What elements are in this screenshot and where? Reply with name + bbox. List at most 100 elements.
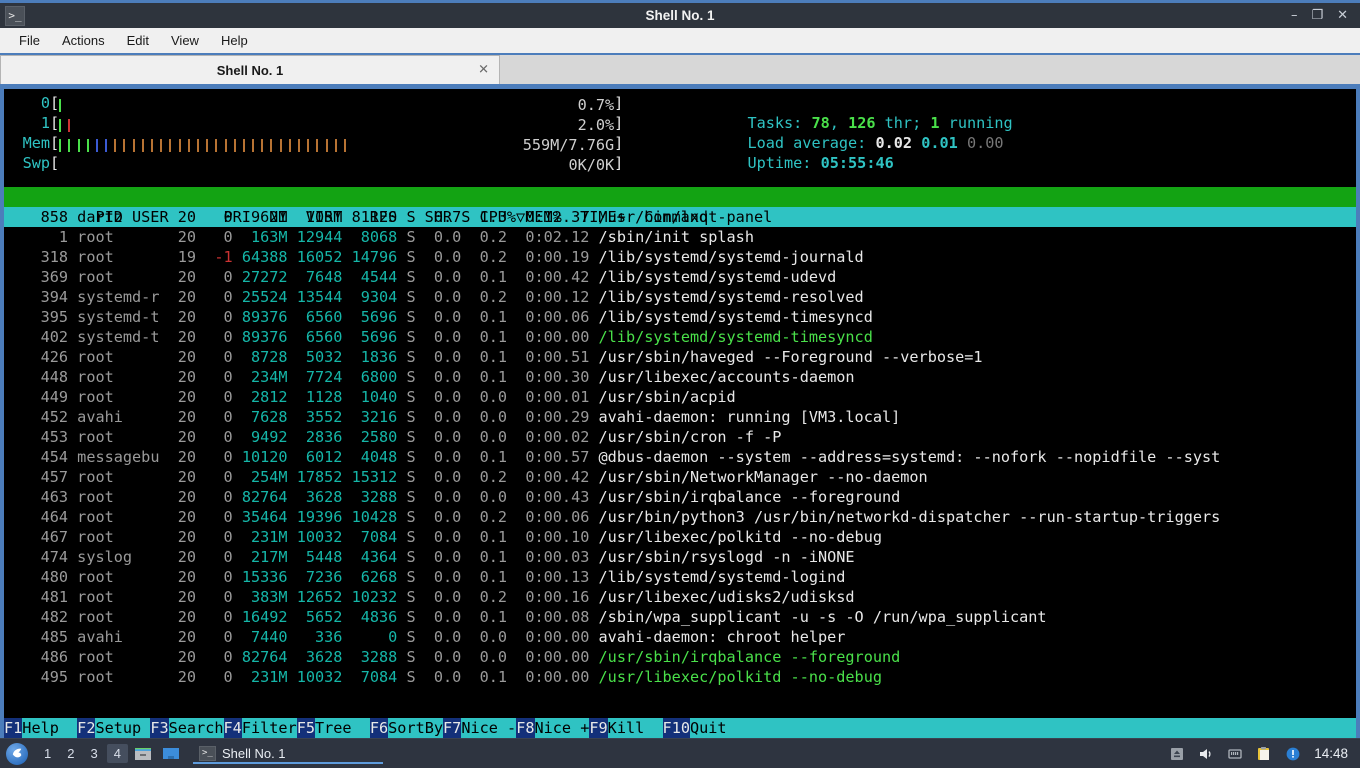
table-row[interactable]: 858 dartz 20 0 962M 105M 81120 S 0.7 1.3…	[4, 207, 1356, 227]
menu-item-edit[interactable]: Edit	[126, 33, 149, 48]
meter-value-mem: 559M/7.76G	[522, 136, 615, 154]
cell-command: /sbin/init splash	[598, 228, 754, 246]
window-controls[interactable]: – ❐ ✕	[1291, 9, 1360, 22]
cell-pri: 20	[168, 208, 197, 226]
taskbar-clock[interactable]: 14:48	[1314, 746, 1348, 761]
table-row[interactable]: 448 root 20 0 234M 7724 6800 S 0.0 0.1 0…	[4, 367, 1356, 387]
cell-ni: 0	[205, 508, 233, 526]
fn-key-f10[interactable]: F10	[662, 718, 690, 738]
cell-ni: 0	[205, 288, 233, 306]
clipboard-icon[interactable]	[1255, 745, 1273, 763]
meter-bracket-close: ]	[614, 154, 624, 172]
table-row[interactable]: 402 systemd-t 20 0 89376 6560 5696 S 0.0…	[4, 327, 1356, 347]
cell-time: 0:00.30	[516, 368, 590, 386]
fn-label-f7[interactable]: Nice -	[461, 718, 517, 738]
table-row[interactable]: 394 systemd-r 20 0 25524 13544 9304 S 0.…	[4, 287, 1356, 307]
terminal-icon: >_	[198, 745, 216, 761]
table-row[interactable]: 463 root 20 0 82764 3628 3288 S 0.0 0.0 …	[4, 487, 1356, 507]
desktop-3-button[interactable]: 3	[90, 746, 98, 761]
table-row[interactable]: 453 root 20 0 9492 2836 2580 S 0.0 0.0 0…	[4, 427, 1356, 447]
cell-cpu: 0.0	[424, 368, 462, 386]
table-row[interactable]: 474 syslog 20 0 217M 5448 4364 S 0.0 0.1…	[4, 547, 1356, 567]
table-row[interactable]: 454 messagebu 20 0 10120 6012 4048 S 0.0…	[4, 447, 1356, 467]
cell-cpu: 0.0	[424, 328, 462, 346]
table-row[interactable]: 426 root 20 0 8728 5032 1836 S 0.0 0.1 0…	[4, 347, 1356, 367]
table-row[interactable]: 464 root 20 0 35464 19396 10428 S 0.0 0.…	[4, 507, 1356, 527]
fn-key-f3[interactable]: F3	[150, 718, 169, 738]
table-row[interactable]: 486 root 20 0 82764 3628 3288 S 0.0 0.0 …	[4, 647, 1356, 667]
cell-command: /usr/sbin/NetworkManager --no-daemon	[598, 468, 928, 486]
cell-mem: 0.2	[470, 508, 508, 526]
table-row[interactable]: 318 root 19 -1 64388 16052 14796 S 0.0 0…	[4, 247, 1356, 267]
table-row[interactable]: 449 root 20 0 2812 1128 1040 S 0.0 0.0 0…	[4, 387, 1356, 407]
fn-label-f6[interactable]: SortBy	[388, 718, 444, 738]
maximize-button[interactable]: ❐	[1311, 8, 1324, 23]
fn-key-f7[interactable]: F7	[443, 718, 462, 738]
volume-icon[interactable]	[1197, 745, 1215, 763]
terminal-view[interactable]: 0[0.7%] 1[2.0%] Mem[559M/7.76G] Swp[0K/0K] …	[0, 87, 1360, 718]
table-row[interactable]: 369 root 20 0 27272 7648 4544 S 0.0 0.1 …	[4, 267, 1356, 287]
cell-state: S	[406, 588, 416, 606]
cell-pid: 449	[4, 388, 69, 406]
table-row[interactable]: 495 root 20 0 231M 10032 7084 S 0.0 0.1 …	[4, 667, 1356, 687]
tab-shell-no-1[interactable]: Shell No. 1 ✕	[0, 55, 500, 84]
cell-mem: 0.2	[470, 468, 508, 486]
fn-key-f9[interactable]: F9	[589, 718, 608, 738]
cell-ni: 0	[205, 428, 233, 446]
cell-virt: 82764	[241, 488, 288, 506]
menu-item-help[interactable]: Help	[220, 33, 248, 48]
fn-key-f6[interactable]: F6	[369, 718, 389, 738]
minimize-button[interactable]: –	[1290, 8, 1298, 23]
menu-item-file[interactable]: File	[19, 33, 40, 48]
table-row[interactable]: 480 root 20 0 15336 7236 6268 S 0.0 0.1 …	[4, 567, 1356, 587]
fn-key-f2[interactable]: F2	[77, 718, 96, 738]
show-desktop-icon[interactable]	[160, 745, 182, 763]
fn-key-f5[interactable]: F5	[296, 718, 315, 738]
meter-bracket-close: ]	[614, 94, 624, 112]
close-button[interactable]: ✕	[1337, 8, 1348, 23]
cell-user: root	[77, 248, 160, 266]
window-title: Shell No. 1	[645, 8, 715, 23]
menu-item-view[interactable]: View	[171, 33, 199, 48]
table-row[interactable]: 395 systemd-t 20 0 89376 6560 5696 S 0.0…	[4, 307, 1356, 327]
fn-label-f1[interactable]: Help	[22, 718, 78, 738]
fn-label-f10[interactable]: Quit	[689, 718, 745, 738]
table-row[interactable]: 485 avahi 20 0 7440 336 0 S 0.0 0.0 0:00…	[4, 627, 1356, 647]
fn-label-f5[interactable]: Tree	[314, 718, 370, 738]
menu-item-actions[interactable]: Actions	[61, 33, 105, 48]
cell-pri: 20	[168, 308, 197, 326]
fn-key-f1[interactable]: F1	[4, 718, 23, 738]
desktop-4-button[interactable]: 4	[106, 744, 128, 763]
desktop-1-button[interactable]: 1	[44, 746, 52, 761]
network-icon[interactable]	[1226, 745, 1244, 763]
htop-function-bar[interactable]: F1 Help F2 Setup F3 Search F4 Filter F5 Tree F6…	[0, 718, 1360, 738]
table-row[interactable]: 452 avahi 20 0 7628 3552 3216 S 0.0 0.0 …	[4, 407, 1356, 427]
update-notifier-icon[interactable]	[1284, 745, 1302, 763]
fn-label-f2[interactable]: Setup	[95, 718, 151, 738]
fn-label-f3[interactable]: Search	[168, 718, 224, 738]
table-row[interactable]: 482 root 20 0 16492 5652 4836 S 0.0 0.1 …	[4, 607, 1356, 627]
table-row[interactable]: 457 root 20 0 254M 17852 15312 S 0.0 0.2…	[4, 467, 1356, 487]
window-titlebar[interactable]: >_ Shell No. 1 – ❐ ✕	[0, 0, 1360, 28]
table-row[interactable]: 481 root 20 0 383M 12652 10232 S 0.0 0.2…	[4, 587, 1356, 607]
bird-logo-icon[interactable]	[6, 742, 28, 765]
cell-pid: 485	[4, 628, 69, 646]
fn-label-f4[interactable]: Filter	[241, 718, 297, 738]
file-manager-icon[interactable]	[132, 745, 154, 763]
eject-icon[interactable]	[1168, 745, 1186, 763]
cell-virt: 962M	[241, 208, 288, 226]
cell-virt: 64388	[241, 248, 288, 266]
cell-pri: 20	[168, 608, 197, 626]
table-row[interactable]: 467 root 20 0 231M 10032 7084 S 0.0 0.1 …	[4, 527, 1356, 547]
close-icon[interactable]: ✕	[478, 62, 489, 78]
fn-key-f8[interactable]: F8	[516, 718, 535, 738]
taskbar-window-shell-no-1[interactable]: >_ Shell No. 1	[192, 744, 383, 764]
fn-label-f9[interactable]: Kill	[607, 718, 663, 738]
desktop-2-button[interactable]: 2	[67, 746, 75, 761]
fn-key-f4[interactable]: F4	[223, 718, 242, 738]
table-row[interactable]: 1 root 20 0 163M 12944 8068 S 0.0 0.2 0:…	[4, 227, 1356, 247]
cell-command: /usr/sbin/irqbalance --foreground	[598, 488, 901, 506]
htop-process-list[interactable]: 858 dartz 20 0 962M 105M 81120 S 0.7 1.3…	[4, 207, 1356, 687]
fn-label-f8[interactable]: Nice +	[534, 718, 590, 738]
meter-swap: Swp[0K/0K]	[12, 153, 648, 174]
